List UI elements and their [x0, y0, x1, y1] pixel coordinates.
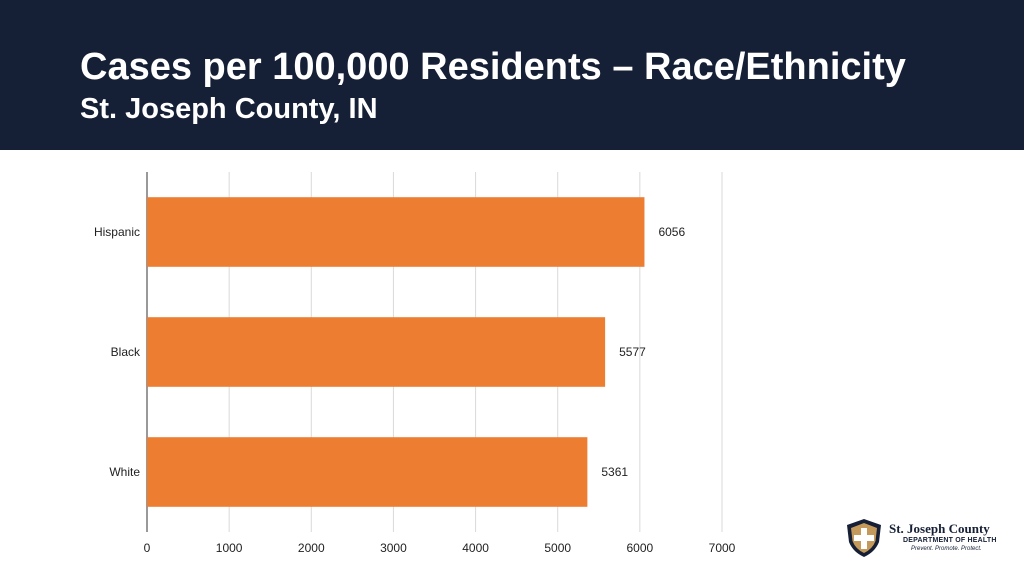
x-tick-label: 0 — [144, 541, 151, 555]
bar-chart: 0 1000 2000 3000 4000 5000 6000 7000 Hispanic 605… — [94, 172, 736, 555]
category-label: White — [109, 465, 140, 479]
logo-department: DEPARTMENT OF HEALTH — [903, 537, 997, 544]
x-tick-label: 4000 — [462, 541, 489, 555]
bars — [147, 197, 645, 507]
x-tick-label: 2000 — [298, 541, 325, 555]
bar-white — [147, 437, 588, 507]
shield-cross-icon — [847, 519, 881, 557]
header-banner: Cases per 100,000 Residents – Race/Ethni… — [0, 0, 1024, 150]
page-title: Cases per 100,000 Residents – Race/Ethni… — [80, 46, 906, 88]
x-tick-label: 6000 — [627, 541, 654, 555]
x-tick-label: 5000 — [544, 541, 571, 555]
page-subtitle: St. Joseph County, IN — [80, 93, 378, 125]
category-label: Black — [111, 345, 141, 359]
category-label: Hispanic — [94, 225, 140, 239]
labels: 0 1000 2000 3000 4000 5000 6000 7000 Hispanic 605… — [94, 225, 736, 555]
x-tick-label: 1000 — [216, 541, 243, 555]
bar-hispanic — [147, 197, 645, 267]
bar-black — [147, 317, 606, 387]
logo-tagline: Prevent. Promote. Protect. — [911, 546, 982, 552]
x-tick-label: 7000 — [709, 541, 736, 555]
logo-name: St. Joseph County — [889, 521, 990, 536]
data-label: 5577 — [619, 345, 646, 359]
county-logo: St. Joseph County DEPARTMENT OF HEALTH P… — [845, 518, 1015, 562]
data-label: 5361 — [601, 465, 628, 479]
data-label: 6056 — [658, 225, 685, 239]
x-tick-label: 3000 — [380, 541, 407, 555]
logo-text: St. Joseph County DEPARTMENT OF HEALTH P… — [889, 522, 997, 553]
